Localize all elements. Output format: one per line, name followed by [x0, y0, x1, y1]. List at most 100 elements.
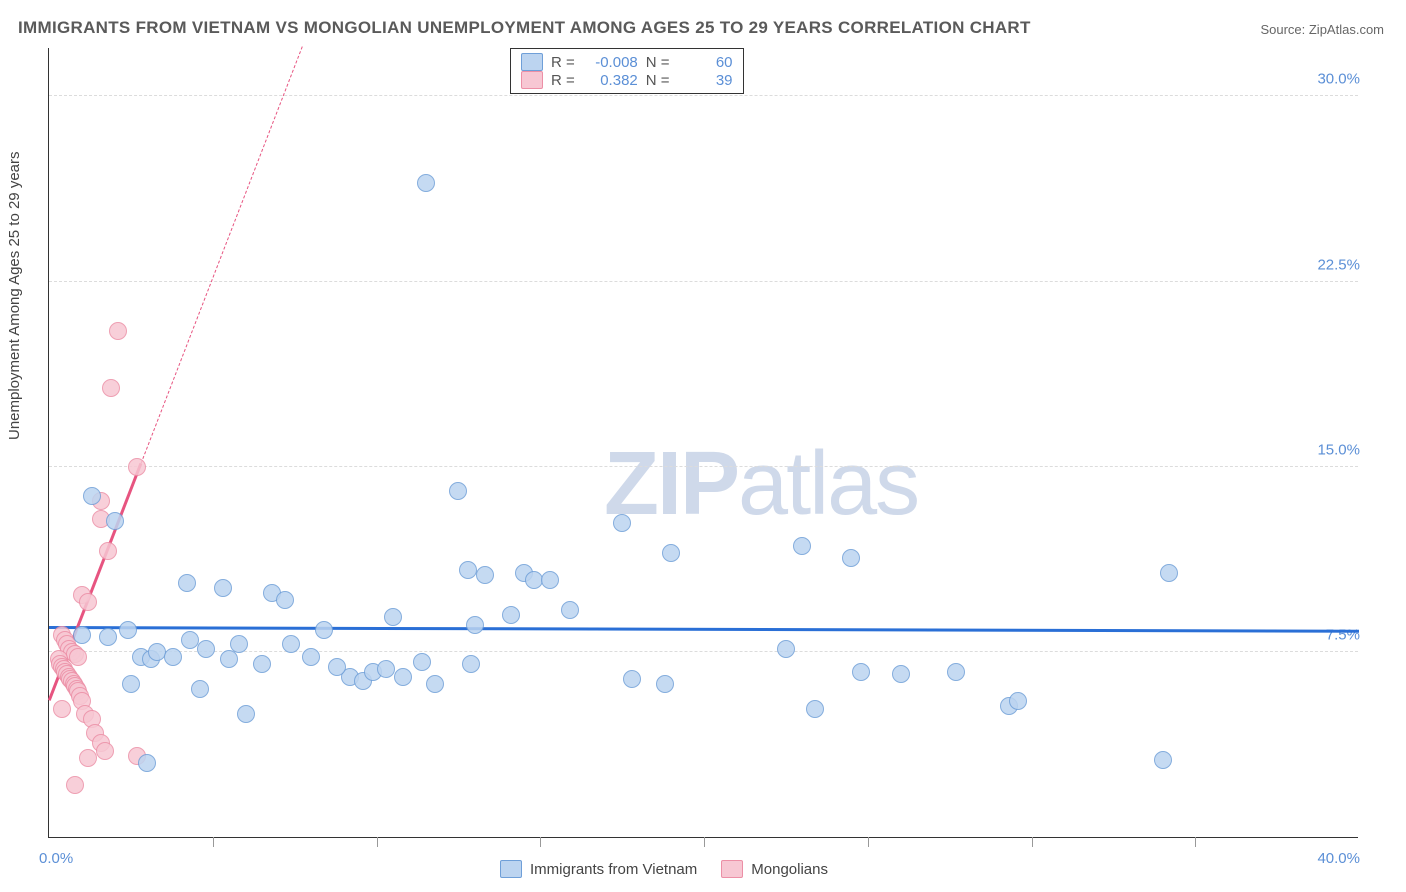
data-point: [106, 512, 124, 530]
data-point: [315, 621, 333, 639]
data-point: [413, 653, 431, 671]
data-point: [69, 648, 87, 666]
watermark: ZIPatlas: [604, 433, 918, 536]
trend-line-extrapolated: [140, 46, 302, 464]
trend-line: [49, 626, 1359, 632]
data-point: [302, 648, 320, 666]
x-tick: [868, 837, 869, 847]
data-point: [276, 591, 294, 609]
data-point: [128, 458, 146, 476]
watermark-rest: atlas: [738, 434, 918, 534]
data-point: [613, 514, 631, 532]
legend-n-value-2: 39: [678, 72, 733, 89]
legend-swatch-1: [521, 53, 543, 71]
legend-r-value-1: -0.008: [583, 54, 638, 71]
data-point: [394, 668, 412, 686]
data-point: [66, 776, 84, 794]
data-point: [777, 640, 795, 658]
gridline: [49, 281, 1358, 282]
data-point: [1160, 564, 1178, 582]
data-point: [53, 700, 71, 718]
data-point: [384, 608, 402, 626]
gridline: [49, 651, 1358, 652]
data-point: [662, 544, 680, 562]
data-point: [99, 542, 117, 560]
chart-title: IMMIGRANTS FROM VIETNAM VS MONGOLIAN UNE…: [18, 18, 1031, 38]
y-tick-label: 15.0%: [1317, 441, 1360, 458]
data-point: [119, 621, 137, 639]
x-tick: [1195, 837, 1196, 847]
gridline: [49, 95, 1358, 96]
data-point: [426, 675, 444, 693]
data-point: [462, 655, 480, 673]
data-point: [96, 742, 114, 760]
data-point: [466, 616, 484, 634]
data-point: [102, 379, 120, 397]
x-tick: [540, 837, 541, 847]
legend-swatch-2: [521, 71, 543, 89]
legend-row-series-1: R = -0.008 N = 60: [521, 53, 733, 71]
series-legend: Immigrants from Vietnam Mongolians: [500, 860, 828, 878]
legend-item-2: Mongolians: [721, 860, 828, 878]
data-point: [561, 601, 579, 619]
y-tick-label: 30.0%: [1317, 71, 1360, 88]
data-point: [656, 675, 674, 693]
x-axis-max-label: 40.0%: [1317, 850, 1360, 867]
data-point: [806, 700, 824, 718]
data-point: [793, 537, 811, 555]
legend-swatch-bottom-1: [500, 860, 522, 878]
data-point: [214, 579, 232, 597]
data-point: [178, 574, 196, 592]
data-point: [181, 631, 199, 649]
data-point: [197, 640, 215, 658]
data-point: [230, 635, 248, 653]
legend-r-label: R =: [551, 54, 575, 71]
x-tick: [704, 837, 705, 847]
data-point: [164, 648, 182, 666]
data-point: [122, 675, 140, 693]
data-point: [1009, 692, 1027, 710]
legend-n-label: N =: [646, 72, 670, 89]
data-point: [623, 670, 641, 688]
legend-r-label: R =: [551, 72, 575, 89]
data-point: [138, 754, 156, 772]
data-point: [83, 487, 101, 505]
legend-item-1: Immigrants from Vietnam: [500, 860, 697, 878]
data-point: [79, 749, 97, 767]
legend-swatch-bottom-2: [721, 860, 743, 878]
data-point: [1154, 751, 1172, 769]
x-tick: [213, 837, 214, 847]
data-point: [191, 680, 209, 698]
data-point: [449, 482, 467, 500]
data-point: [459, 561, 477, 579]
correlation-legend: R = -0.008 N = 60 R = 0.382 N = 39: [510, 48, 744, 94]
gridline: [49, 466, 1358, 467]
x-axis-min-label: 0.0%: [39, 850, 73, 867]
data-point: [282, 635, 300, 653]
data-point: [541, 571, 559, 589]
data-point: [892, 665, 910, 683]
data-point: [148, 643, 166, 661]
data-point: [947, 663, 965, 681]
y-tick-label: 22.5%: [1317, 256, 1360, 273]
data-point: [237, 705, 255, 723]
data-point: [79, 593, 97, 611]
data-point: [417, 174, 435, 192]
data-point: [109, 322, 127, 340]
data-point: [73, 626, 91, 644]
legend-n-value-1: 60: [678, 54, 733, 71]
legend-label-2: Mongolians: [751, 861, 828, 878]
data-point: [99, 628, 117, 646]
data-point: [852, 663, 870, 681]
y-axis-label: Unemployment Among Ages 25 to 29 years: [6, 151, 23, 440]
data-point: [502, 606, 520, 624]
data-point: [253, 655, 271, 673]
legend-r-value-2: 0.382: [583, 72, 638, 89]
legend-row-series-2: R = 0.382 N = 39: [521, 71, 733, 89]
x-tick: [377, 837, 378, 847]
data-point: [476, 566, 494, 584]
data-point: [525, 571, 543, 589]
legend-label-1: Immigrants from Vietnam: [530, 861, 697, 878]
data-point: [328, 658, 346, 676]
x-tick: [1032, 837, 1033, 847]
